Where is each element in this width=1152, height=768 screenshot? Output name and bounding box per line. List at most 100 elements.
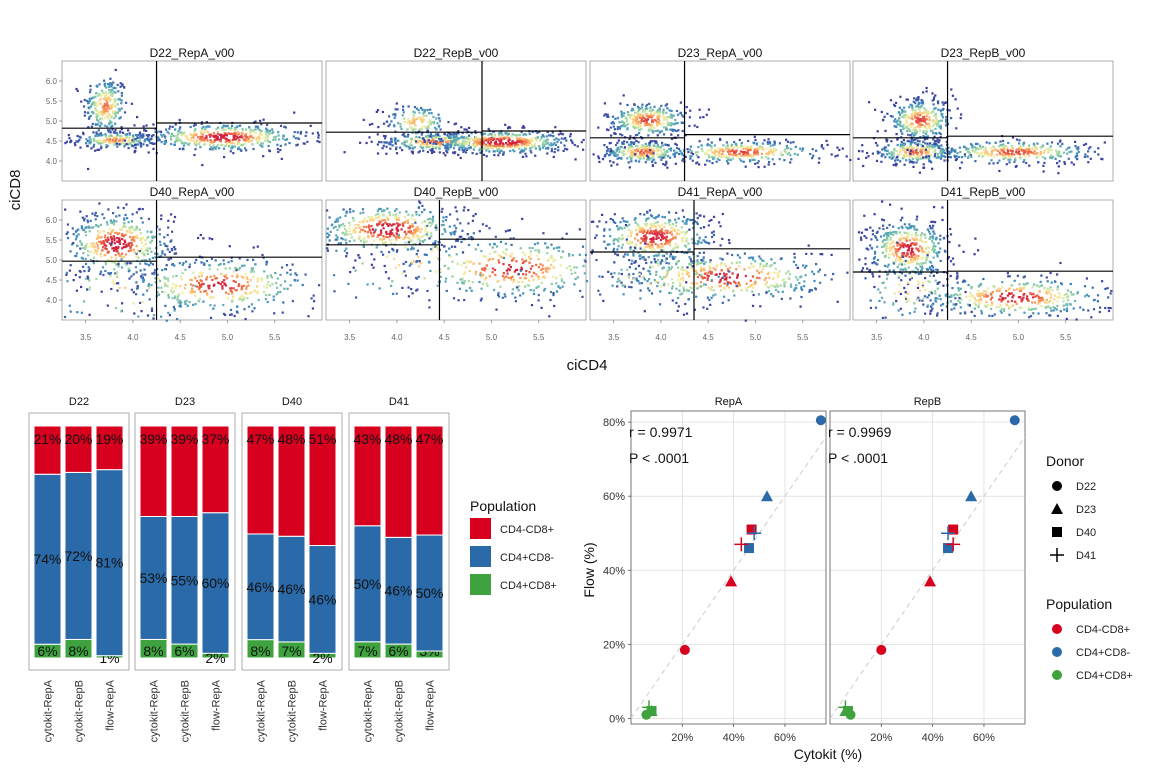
density-point [80,285,83,289]
density-point [235,269,238,272]
density-point [241,127,244,131]
density-point [380,231,383,234]
density-point [85,243,89,246]
density-point [1028,164,1031,167]
density-point [230,129,233,132]
density-point [127,147,130,150]
density-point [520,140,523,143]
density-point [240,288,243,291]
density-point [725,156,728,159]
density-point [99,132,102,135]
density-point [105,221,109,224]
density-point [264,139,267,142]
density-point [139,262,142,265]
density-point [195,258,198,261]
density-point [120,92,123,95]
density-point [153,142,156,145]
density-point [921,100,924,103]
density-point [354,226,358,230]
density-point [943,159,946,162]
density-point [513,150,516,153]
density-point [99,125,102,128]
density-point [326,249,329,252]
density-point [639,125,642,128]
density-point [417,108,420,112]
density-point [147,151,150,154]
density-point [1028,148,1031,151]
density-point [125,243,128,246]
density-point [488,144,491,147]
density-point [158,130,161,133]
density-point [439,139,443,142]
density-point [200,139,203,142]
density-point [767,157,770,160]
density-point [465,128,468,131]
density-point [101,249,104,252]
density-point [397,139,400,142]
density-point [1013,153,1016,156]
density-facet-title: D22_RepB_v00 [414,46,499,60]
density-point [631,114,634,117]
density-point [1019,157,1022,160]
density-point [150,284,153,287]
density-point [174,123,177,126]
density-point [209,304,212,307]
density-point [725,145,728,148]
density-point [222,147,226,150]
density-point [884,156,887,159]
density-point [234,133,237,136]
density-point [99,252,102,255]
density-point [990,159,993,162]
density-point [254,120,257,123]
density-point [112,223,115,226]
density-point [916,153,919,156]
density-point [144,239,147,242]
density-point [794,145,797,148]
density-point [468,134,471,137]
density-point [122,246,125,249]
density-point [415,235,418,238]
density-point [258,277,261,280]
density-point [630,153,633,156]
density-point [898,116,901,120]
density-point [610,164,613,167]
density-point [619,133,622,136]
density-point [935,119,938,122]
density-point [86,219,89,222]
density-point [413,138,416,141]
density-point [609,126,612,129]
density-point [943,151,946,155]
density-point [114,139,117,142]
density-point [352,230,355,233]
density-point [164,136,167,139]
density-point [238,283,241,286]
density-point [498,261,501,264]
density-point [373,239,376,242]
density-point [380,250,383,253]
density-point [444,230,447,233]
density-point [502,146,505,149]
density-point [923,120,926,123]
density-point [215,145,218,148]
density-point [113,137,116,140]
density-point [906,115,910,118]
density-point [395,208,398,211]
density-point [91,212,94,215]
density-point [98,117,102,120]
density-point [86,144,89,148]
density-point [911,114,914,117]
density-point [469,137,472,140]
density-point [104,247,107,250]
density-point [449,138,452,141]
density-point [785,138,788,141]
density-point [83,300,86,303]
density-point [288,141,291,145]
density-point [180,134,183,137]
density-point [190,134,193,137]
density-point [1017,152,1020,155]
density-point [214,147,217,150]
density-point [242,284,245,287]
density-point [159,255,163,258]
density-point [112,139,115,142]
density-point [92,262,95,265]
